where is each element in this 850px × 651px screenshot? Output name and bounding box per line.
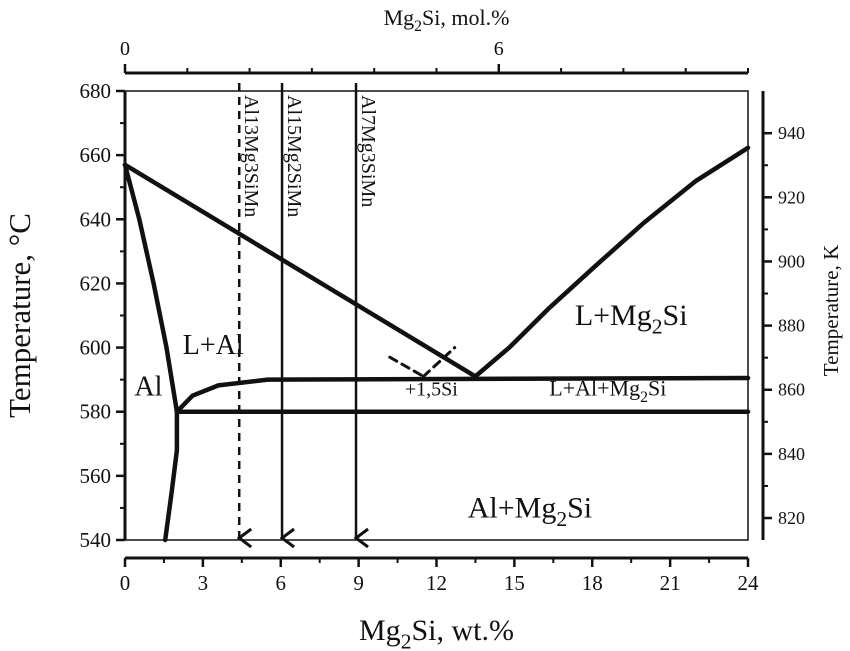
phase-curve-solvus-al: [162, 409, 180, 543]
y-left-tick-label-540: 540: [80, 528, 112, 552]
phase-curve-liquidus-mg2si: [473, 145, 751, 379]
x-top-tick-label-6: 6: [494, 38, 504, 60]
region-label-5: +1,5Si: [405, 379, 458, 401]
alloy-label-2: Al15Mg2SiMn: [283, 95, 305, 217]
y-left-tick-label-680: 680: [80, 79, 112, 103]
phase-curve-liquidus-al: [122, 162, 478, 379]
x-bottom-tick-label-9: 9: [353, 571, 364, 595]
x-bottom-tick-label-12: 12: [426, 571, 447, 595]
y-right-tick-label-860: 860: [778, 380, 805, 400]
x-bottom-tick-label-24: 24: [738, 571, 760, 595]
x-bottom-tick-label-0: 0: [120, 571, 131, 595]
x-bottom-tick-label-21: 21: [660, 571, 681, 595]
region-label-3: Al: [134, 372, 162, 403]
x-bottom-axis-title: Mg2Si, wt.%: [359, 614, 514, 651]
x-bottom-tick-label-15: 15: [504, 571, 525, 595]
y-left-tick-label-560: 560: [80, 464, 112, 488]
y-right-tick-label-900: 900: [778, 251, 805, 271]
x-bottom-tick-label-6: 6: [276, 571, 287, 595]
y-right-tick-label-840: 840: [778, 444, 805, 464]
region-label-6: Al+Mg2Si: [468, 492, 592, 531]
y-left-tick-label-640: 640: [80, 207, 112, 231]
y-right-tick-label-940: 940: [778, 123, 805, 143]
y-left-tick-label-600: 600: [80, 336, 112, 360]
x-top-axis-title: Mg2Si, mol.%: [384, 5, 510, 35]
phase-curve-solidus-al: [122, 162, 180, 414]
y-left-tick-label-660: 660: [80, 143, 112, 167]
alloy-label-1: Al13Mg3SiMn: [240, 95, 262, 217]
x-bottom-tick-label-3: 3: [198, 571, 209, 595]
region-label-2: L+Al: [183, 330, 244, 361]
x-top-tick-label-0: 0: [120, 38, 130, 60]
y-right-tick-label-820: 820: [778, 508, 805, 528]
alloy-label-3: Al7Mg3SiMn: [357, 95, 379, 207]
phase-curve-si-shift: [388, 355, 425, 378]
phase-curve-L-Al-boundary: [174, 375, 751, 414]
y-left-tick-label-620: 620: [80, 271, 112, 295]
y-left-tick-label-580: 580: [80, 400, 112, 424]
y-right-tick-label-920: 920: [778, 187, 805, 207]
x-bottom-tick-label-18: 18: [582, 571, 603, 595]
region-label-1: L+Mg2Si: [575, 299, 688, 338]
y-right-axis-title: Temperature, K: [819, 245, 843, 376]
phase-curve-si-shift-2: [422, 346, 457, 378]
y-left-axis-title: Temperature, °C: [2, 213, 37, 418]
region-label-4: L+Al+Mg2Si: [549, 376, 666, 406]
y-right-tick-label-880: 880: [778, 316, 805, 336]
